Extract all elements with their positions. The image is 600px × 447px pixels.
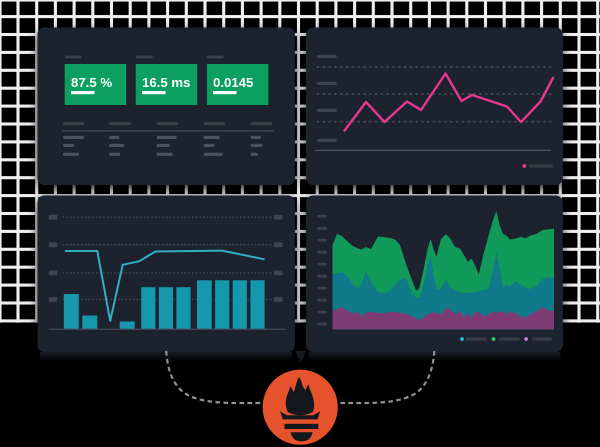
svg-text:16.5 ms: 16.5 ms	[142, 75, 190, 90]
svg-text:87.5 %: 87.5 %	[71, 75, 112, 90]
svg-text:0.0145: 0.0145	[213, 75, 253, 90]
